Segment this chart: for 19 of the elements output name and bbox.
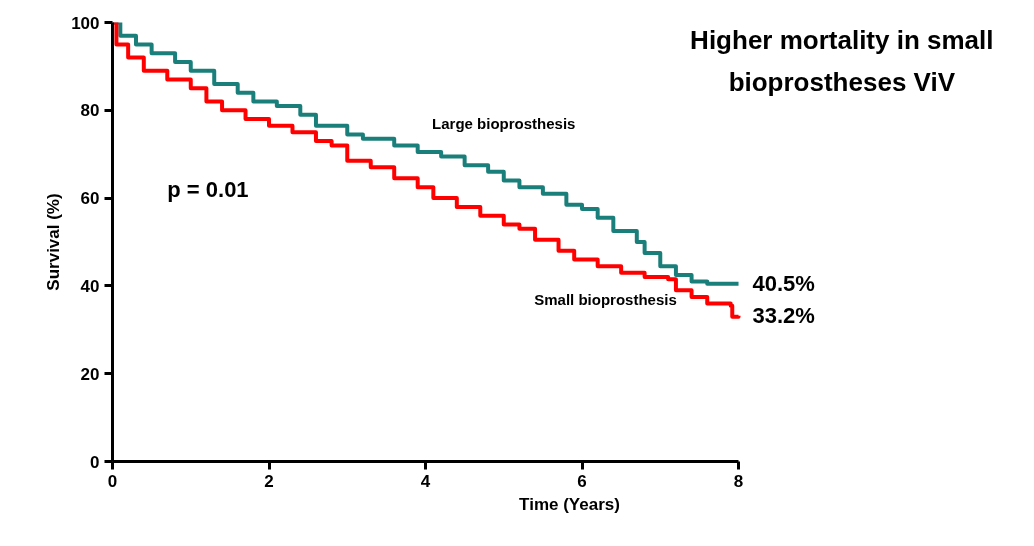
x-tick-label: 4 xyxy=(420,471,431,491)
series-label: Small bioprosthesis xyxy=(534,290,677,308)
series-label: Large bioprosthesis xyxy=(432,114,576,132)
y-axis-title: Survival (%) xyxy=(44,193,64,291)
x-axis-title: Time (Years) xyxy=(519,494,620,514)
y-tick-label: 0 xyxy=(90,452,100,472)
x-tick-label: 2 xyxy=(264,471,274,491)
annotation: 40.5% xyxy=(752,271,815,297)
text: Higher mortality in small bioprostheses ViV xyxy=(690,25,994,97)
y-tick-label: 100 xyxy=(71,13,100,33)
y-tick-label: 20 xyxy=(80,364,100,384)
annotation: 33.2% xyxy=(752,303,815,329)
y-tick-label: 40 xyxy=(80,276,100,296)
x-tick-label: 8 xyxy=(733,471,744,491)
annotation: p = 0.01 xyxy=(167,176,249,202)
y-tick-label: 80 xyxy=(80,101,100,121)
x-tick-label: 6 xyxy=(577,471,587,491)
y-tick-label: 60 xyxy=(80,189,100,209)
x-tick-label: 0 xyxy=(107,471,118,491)
